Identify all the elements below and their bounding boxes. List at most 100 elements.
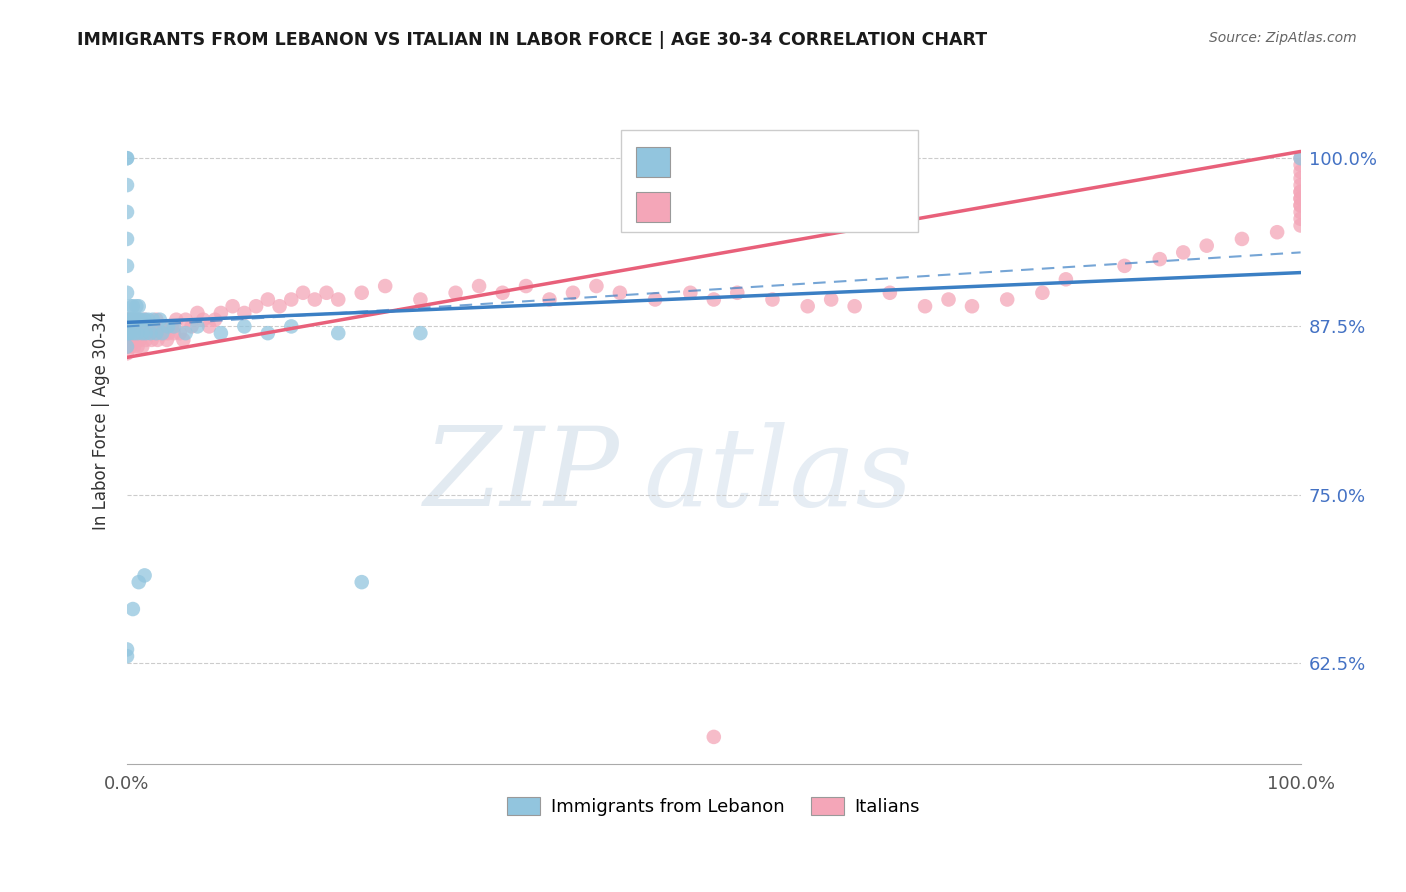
Point bbox=[115, 340, 138, 354]
Point bbox=[127, 340, 149, 354]
Point bbox=[328, 326, 350, 340]
Text: R =: R = bbox=[682, 198, 721, 216]
Point bbox=[725, 285, 748, 300]
Point bbox=[280, 319, 302, 334]
Point bbox=[115, 312, 138, 326]
Point bbox=[914, 299, 936, 313]
Point bbox=[350, 285, 373, 300]
Point bbox=[121, 319, 143, 334]
Point bbox=[120, 326, 142, 340]
Legend: Immigrants from Lebanon, Italians: Immigrants from Lebanon, Italians bbox=[501, 789, 928, 823]
Point bbox=[1173, 245, 1195, 260]
Point bbox=[136, 312, 159, 326]
Point bbox=[221, 299, 243, 313]
Point bbox=[1289, 219, 1312, 233]
Point bbox=[995, 293, 1018, 307]
Point bbox=[129, 319, 152, 334]
Point bbox=[844, 299, 866, 313]
Text: R =: R = bbox=[682, 153, 721, 171]
Point bbox=[1289, 151, 1312, 165]
Point bbox=[169, 326, 191, 340]
Point bbox=[1289, 198, 1312, 212]
Text: N =: N = bbox=[775, 198, 815, 216]
Point bbox=[135, 333, 157, 347]
Point bbox=[122, 326, 145, 340]
Point bbox=[125, 312, 148, 326]
Point bbox=[139, 326, 162, 340]
Point bbox=[141, 333, 163, 347]
Point bbox=[193, 312, 215, 326]
Point bbox=[149, 326, 172, 340]
Point bbox=[150, 326, 173, 340]
Point bbox=[1289, 205, 1312, 219]
Point bbox=[292, 285, 315, 300]
Point bbox=[125, 333, 148, 347]
Text: N =: N = bbox=[775, 153, 815, 171]
Point bbox=[129, 333, 152, 347]
Point bbox=[121, 312, 143, 326]
Point bbox=[128, 575, 150, 590]
Text: 0.168: 0.168 bbox=[716, 153, 773, 171]
Point bbox=[163, 326, 186, 340]
Point bbox=[134, 312, 156, 326]
Point bbox=[1289, 211, 1312, 226]
Point bbox=[117, 326, 139, 340]
Point bbox=[115, 151, 138, 165]
Point bbox=[562, 285, 585, 300]
Text: IMMIGRANTS FROM LEBANON VS ITALIAN IN LABOR FORCE | AGE 30-34 CORRELATION CHART: IMMIGRANTS FROM LEBANON VS ITALIAN IN LA… bbox=[77, 31, 987, 49]
Point bbox=[174, 326, 197, 340]
Point bbox=[136, 319, 159, 334]
Point bbox=[156, 333, 179, 347]
Point bbox=[128, 299, 150, 313]
Point bbox=[879, 285, 901, 300]
Point bbox=[128, 326, 150, 340]
Point bbox=[115, 312, 138, 326]
Point bbox=[515, 279, 537, 293]
Point bbox=[121, 602, 143, 616]
Point bbox=[703, 730, 725, 744]
Point bbox=[1054, 272, 1077, 286]
Point bbox=[135, 326, 157, 340]
Point bbox=[115, 326, 138, 340]
Point bbox=[186, 306, 208, 320]
Point bbox=[142, 312, 165, 326]
Point bbox=[796, 299, 818, 313]
Point bbox=[120, 340, 142, 354]
Point bbox=[115, 346, 138, 360]
Text: atlas: atlas bbox=[644, 422, 912, 529]
Point bbox=[1289, 178, 1312, 193]
Point bbox=[315, 285, 337, 300]
Point bbox=[820, 293, 842, 307]
Point bbox=[538, 293, 561, 307]
Point bbox=[115, 312, 138, 326]
Point bbox=[1031, 285, 1053, 300]
Point bbox=[585, 279, 607, 293]
Point bbox=[132, 326, 155, 340]
Point bbox=[115, 326, 138, 340]
Point bbox=[1289, 198, 1312, 212]
Point bbox=[1195, 238, 1218, 252]
Text: 51: 51 bbox=[818, 153, 842, 171]
Point bbox=[115, 232, 138, 246]
Point bbox=[160, 319, 183, 334]
Point bbox=[198, 319, 221, 334]
Point bbox=[118, 312, 141, 326]
Text: 0.677: 0.677 bbox=[716, 198, 773, 216]
Point bbox=[115, 285, 138, 300]
Point bbox=[1289, 185, 1312, 199]
Point bbox=[1289, 164, 1312, 178]
Point bbox=[1114, 259, 1136, 273]
Point bbox=[125, 299, 148, 313]
Point bbox=[121, 312, 143, 326]
Point bbox=[1289, 192, 1312, 206]
Point bbox=[115, 333, 138, 347]
Point bbox=[374, 279, 396, 293]
Point bbox=[118, 312, 141, 326]
Point bbox=[120, 299, 142, 313]
Point bbox=[174, 312, 197, 326]
Point bbox=[115, 178, 138, 193]
Point bbox=[150, 319, 173, 334]
Point bbox=[149, 312, 172, 326]
Point bbox=[157, 326, 180, 340]
Point bbox=[134, 568, 156, 582]
